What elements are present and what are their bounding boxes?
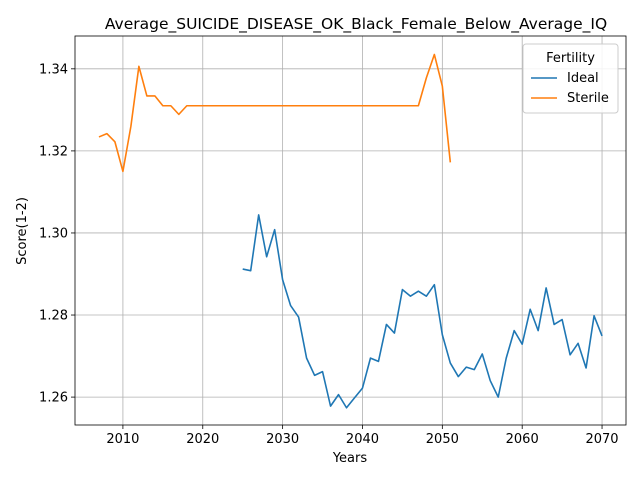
y-tick-label: 1.26	[39, 391, 68, 406]
plot-frame	[74, 35, 627, 426]
x-tick-label: 2010	[106, 432, 139, 447]
x-tick-label: 2030	[266, 432, 299, 447]
legend: Fertility Ideal Sterile	[522, 43, 619, 114]
y-axis-ticks: 1.26 1.28 1.30 1.32 1.34	[39, 62, 75, 406]
legend-label-ideal: Ideal	[567, 71, 599, 86]
y-tick-label: 1.28	[39, 309, 68, 324]
series-line-ideal	[242, 214, 603, 409]
y-tick-label: 1.30	[39, 226, 68, 241]
x-tick-label: 2060	[506, 432, 539, 447]
legend-box	[522, 43, 619, 114]
series-layer	[98, 53, 603, 409]
x-tick-label: 2040	[346, 432, 379, 447]
x-tick-label: 2050	[426, 432, 459, 447]
y-tick-label: 1.32	[39, 144, 68, 159]
grid-lines	[75, 36, 626, 425]
y-tick-label: 1.34	[39, 62, 68, 77]
chart-title: Average_SUICIDE_DISEASE_OK_Black_Female_…	[105, 15, 607, 34]
legend-items: Ideal Sterile	[531, 71, 609, 106]
x-tick-label: 2020	[186, 432, 219, 447]
series-line-sterile	[98, 53, 452, 173]
x-axis-ticks: 2010 2020 2030 2040 2050 2060 2070	[106, 425, 619, 447]
legend-label-sterile: Sterile	[567, 91, 609, 106]
y-axis-label: Score(1-2)	[15, 197, 30, 265]
legend-title: Fertility	[546, 51, 595, 66]
x-axis-label: Years	[332, 451, 368, 466]
x-tick-label: 2070	[585, 432, 618, 447]
